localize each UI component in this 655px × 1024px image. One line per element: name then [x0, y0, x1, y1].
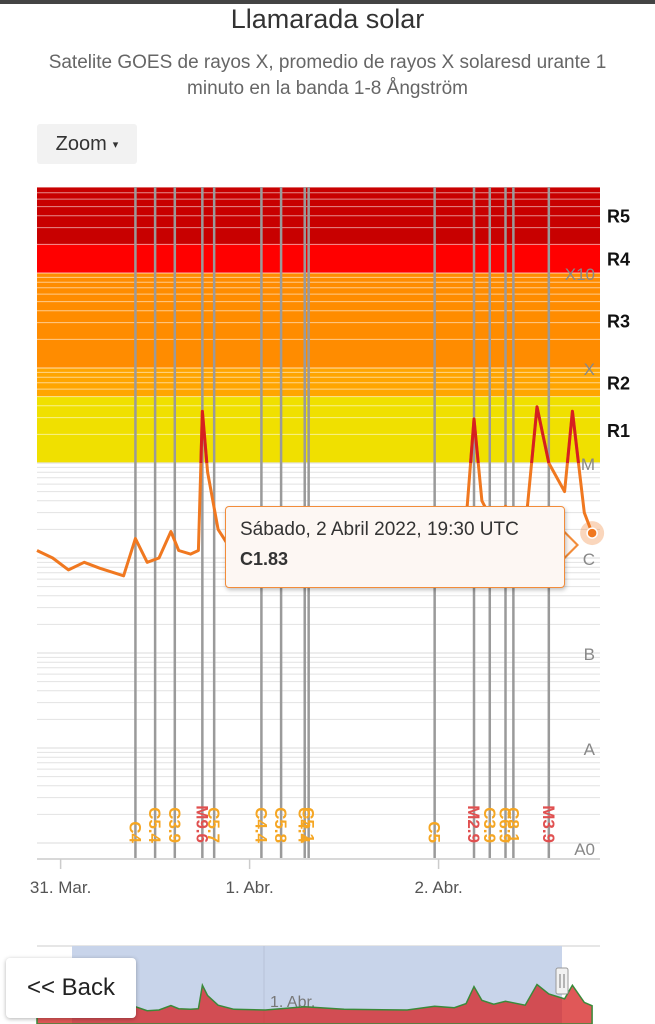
y-tick-label: X10: [565, 265, 595, 284]
axes: X10 X M C B A A0 31. Mar. 1. Abr. 2. Abr.: [30, 265, 600, 897]
flare-label: C5.4: [145, 807, 164, 843]
zoom-label: Zoom: [55, 132, 107, 155]
flare-label: C5.1: [299, 807, 318, 843]
band-r1: [37, 396, 600, 463]
hover-tooltip: Sábado, 2 Abril 2022, 19:30 UTC C1.83: [225, 506, 565, 588]
flux-peak-line: [469, 417, 480, 464]
flux-peak-line: [530, 405, 551, 464]
band-label-r2: R2: [607, 373, 630, 393]
flare-label: M3.9: [539, 805, 558, 843]
flare-label: C4.4: [295, 807, 314, 843]
zoom-dropdown-button[interactable]: Zoom ▾: [37, 124, 137, 164]
band-label-r3: R3: [607, 312, 630, 332]
x-tick-label: 1. Abr.: [225, 878, 273, 897]
y-tick-label: B: [584, 645, 595, 664]
flare-label: C4: [125, 821, 144, 843]
tooltip-arrow-inner: [564, 533, 576, 557]
flare-label: C5: [425, 821, 444, 843]
y-tick-label: M: [581, 455, 595, 474]
flare-label: C5.7: [204, 807, 223, 843]
flux-peak-line: [199, 409, 209, 464]
y-tick-label: C: [583, 550, 595, 569]
flare-label: C5.8: [271, 807, 290, 843]
flare-label: M2.9: [464, 805, 483, 843]
band-label-r5: R5: [607, 207, 630, 227]
flare-label: M9.6: [192, 805, 211, 843]
tooltip-value: C1.83: [240, 549, 289, 569]
top-status-strip: [0, 0, 655, 4]
y-tick-label: A0: [574, 840, 595, 859]
flare-label: C4.4: [251, 807, 270, 843]
flare-label: C3.9: [480, 807, 499, 843]
navigator-handle-right[interactable]: [555, 967, 569, 995]
y-tick-label: X: [584, 360, 595, 379]
band-label-r4: R4: [607, 250, 630, 270]
band-r4: [37, 244, 600, 273]
flare-labels: C4 C5.4 C3.9 M9.6C5.7 C4.4 C5.8 C4.4C5.1 C5 M2.9…: [125, 805, 557, 843]
back-button[interactable]: << Back: [6, 958, 136, 1018]
flare-label: C3.9: [165, 807, 184, 843]
chevron-down-icon: ▾: [112, 138, 119, 151]
band-label-r1: R1: [607, 421, 630, 441]
chart-subtitle: Satelite GOES de rayos X, promedio de ra…: [48, 52, 607, 99]
flare-label: C6.9: [496, 807, 515, 843]
x-tick-label: 2. Abr.: [414, 878, 462, 897]
x-tick-label: 31. Mar.: [30, 878, 91, 897]
flare-label: C8.1: [503, 807, 522, 843]
flux-peak-line: [565, 409, 580, 464]
tooltip-date: Sábado, 2 Abril 2022, 19:30 UTC: [240, 519, 519, 540]
chart-title: Llamarada solar: [230, 4, 425, 34]
y-tick-label: A: [584, 740, 596, 759]
navigator: 1. Abr.: [36, 945, 600, 1024]
highlight-point[interactable]: [586, 527, 598, 539]
